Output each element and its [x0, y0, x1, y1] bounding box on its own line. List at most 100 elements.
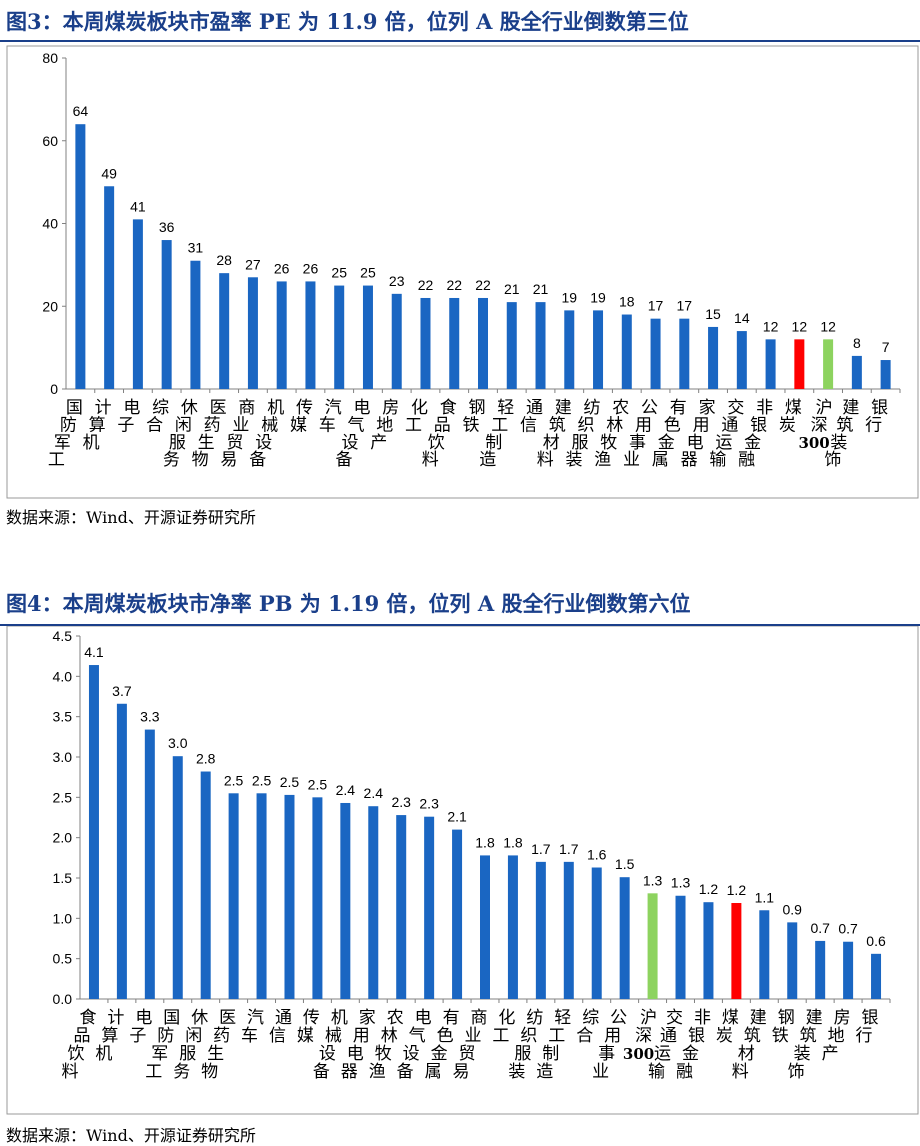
data-label: 49 [101, 165, 117, 181]
data-label: 23 [389, 273, 405, 289]
bar [880, 360, 891, 389]
bar [535, 302, 546, 389]
chart-frame [6, 45, 919, 499]
bar [871, 953, 882, 999]
bar [276, 281, 287, 389]
bar [591, 867, 602, 999]
category-label: 建筑装饰 [788, 1008, 823, 1082]
category-label: 交通运输 [648, 1008, 683, 1082]
data-label: 27 [245, 256, 261, 272]
data-label: 0.7 [810, 920, 830, 936]
data-label: 1.1 [755, 889, 775, 905]
data-label: 2.5 [308, 776, 328, 792]
data-label: 4.1 [84, 644, 104, 660]
data-label: 36 [159, 219, 175, 235]
data-label: 18 [619, 294, 635, 310]
bar [621, 314, 632, 389]
bar [190, 260, 201, 389]
category-label: 农林牧渔 [369, 1008, 404, 1082]
category-label: 非银金融 [738, 398, 773, 470]
category-label: 银行 [856, 1008, 879, 1046]
data-label: 3.3 [140, 709, 160, 725]
bar [368, 806, 379, 999]
data-label: 2.5 [224, 772, 244, 788]
bar [340, 802, 351, 999]
pb-bar-chart: 0.0 0.5 1.0 1.5 2.0 2.5 3.0 3.5 4.0 4.5 4.1 食品饮料 3.7… [6, 626, 919, 1115]
data-label: 2.3 [419, 796, 439, 812]
bar [563, 861, 574, 999]
data-label: 26 [303, 260, 319, 276]
bar [564, 310, 575, 389]
category-label: 有色金属 [425, 1008, 460, 1082]
figure-3-rule [0, 40, 920, 42]
bar [228, 793, 239, 999]
data-label: 0.6 [866, 933, 886, 949]
figure-3-title: 图3：本周煤炭板块市盈率 PE 为 11.9 倍，位列 A 股全行业倒数第三位 [6, 9, 689, 34]
bar [787, 922, 798, 999]
bar [675, 895, 686, 999]
data-label: 22 [418, 277, 434, 293]
y-tick-label: 0.5 [53, 951, 73, 967]
data-label: 2.1 [447, 809, 467, 825]
category-label: 建筑材料 [537, 398, 572, 470]
data-label: 22 [446, 277, 462, 293]
data-label: 2.5 [280, 774, 300, 790]
data-label: 7 [882, 339, 890, 355]
bar [794, 339, 805, 389]
data-label: 2.4 [336, 782, 356, 798]
data-label: 1.3 [643, 872, 663, 888]
data-label: 3.0 [168, 735, 188, 751]
bar [219, 273, 230, 389]
category-label: 电子 [117, 398, 140, 435]
category-label: 商业贸易 [220, 398, 255, 470]
category-label: 食品饮料 [422, 398, 457, 470]
figure-4-source: 数据来源：Wind、开源证券研究所 [6, 1126, 256, 1145]
category-label: 国防军工 [48, 398, 83, 470]
bar [647, 893, 658, 999]
figure-4-title: 图4：本周煤炭板块市净率 PB 为 1.19 倍，位列 A 股全行业倒数第六位 [6, 591, 691, 616]
category-label: 食品饮料 [61, 1008, 96, 1082]
data-label: 1.8 [503, 834, 523, 850]
data-label: 25 [331, 265, 347, 281]
bar [132, 219, 143, 389]
bar [736, 331, 747, 389]
data-label: 1.7 [531, 841, 551, 857]
bar [480, 855, 490, 999]
category-label: 钢铁 [772, 1008, 795, 1046]
bar [284, 794, 295, 999]
category-label: 电气设备 [397, 1008, 432, 1082]
y-tick-label: 3.0 [53, 749, 73, 765]
y-tick-label: 40 [42, 216, 58, 232]
category-label: 沪深 300 [623, 1008, 657, 1063]
category-label: 计算机 [83, 398, 112, 453]
category-label: 医药生物 [201, 1008, 236, 1082]
figure-3-source: 数据来源：Wind、开源证券研究所 [6, 508, 256, 527]
category-label: 机械设备 [249, 398, 284, 470]
category-label: 公用事业 [623, 398, 658, 470]
category-label: 家用电器 [681, 398, 716, 470]
bar [708, 326, 719, 389]
category-label: 国防军工 [145, 1008, 180, 1082]
y-tick-label: 1.5 [53, 870, 73, 886]
data-label: 1.6 [587, 847, 607, 863]
category-label: 电子 [129, 1008, 152, 1046]
bar [116, 703, 127, 999]
bar [449, 297, 460, 389]
category-label: 有色金属 [652, 398, 687, 470]
bar [506, 302, 517, 389]
y-tick-label: 0.0 [53, 991, 73, 1007]
data-label: 12 [820, 318, 836, 334]
category-label: 轻工制造 [479, 398, 514, 470]
category-label: 公用事业 [592, 1008, 627, 1082]
category-label: 家用电器 [341, 1008, 376, 1082]
category-label: 房地产 [370, 398, 399, 453]
bar [396, 815, 407, 999]
data-label: 2.5 [252, 772, 272, 788]
bar [478, 297, 488, 389]
category-label: 传媒 [297, 1008, 320, 1046]
category-label: 银行 [865, 398, 888, 435]
category-label: 煤炭 [716, 1008, 739, 1046]
data-label: 1.5 [615, 856, 635, 872]
category-label: 综合 [576, 1008, 599, 1046]
category-label: 休闲服务 [173, 1008, 208, 1082]
